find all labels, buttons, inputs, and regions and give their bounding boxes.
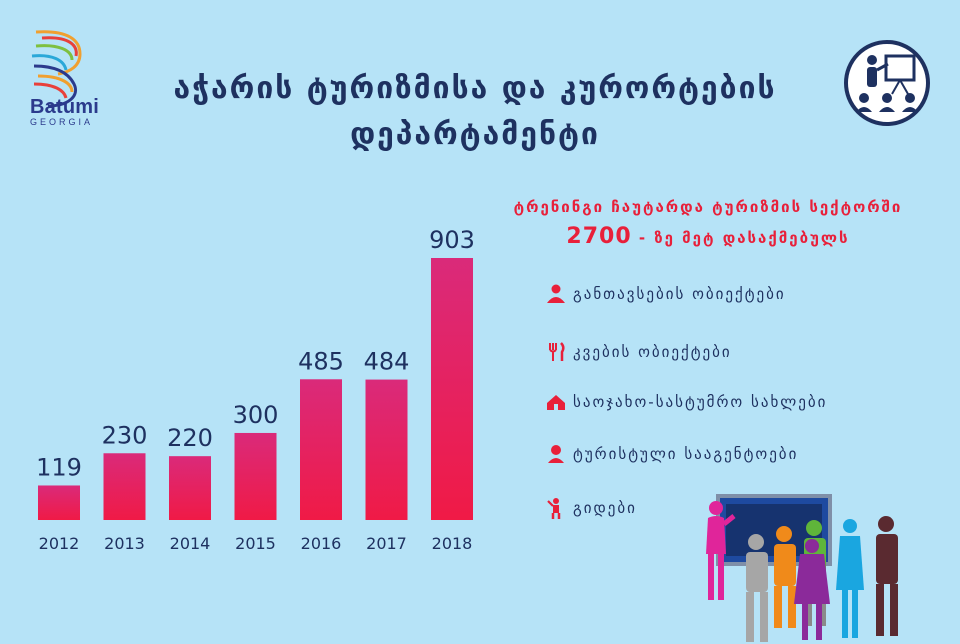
training-count: 2700 [566,224,632,249]
guide-icon [547,498,561,519]
list-item: გიდები [545,497,637,519]
x-tick-label: 2015 [235,534,276,553]
house-icon [547,395,565,410]
bar-value-label: 903 [429,226,475,254]
training-subheadline: 2700 - ზე მეტ დასაქმებულს [478,224,938,249]
presentation-people-illustration [706,494,898,642]
bar-2014 [169,456,211,520]
person-icon [547,284,565,303]
x-tick-label: 2013 [104,534,145,553]
bar-value-label: 230 [102,421,148,449]
x-tick-label: 2017 [366,534,407,553]
bar-2012 [38,485,80,520]
x-tick-label: 2016 [301,534,342,553]
category-label: საოჯახო-სასტუმრო სახლები [573,393,828,411]
category-label: განთავსების ობიექტები [573,285,786,303]
list-item: საოჯახო-სასტუმრო სახლები [545,391,827,413]
user-pin-icon [548,445,564,463]
category-label: გიდები [573,499,637,517]
training-headline: ტრენინგი ჩაუტარდა ტურიზმის სექტორში [513,198,903,216]
page-title: აჭარის ტურიზმისა და კურორტების დეპარტამე… [120,66,830,158]
bar-2013 [103,453,146,520]
bar-value-label: 485 [298,347,344,375]
list-item: კვების ობიექტები [545,341,732,363]
batumi-logo [31,30,82,108]
list-item: განთავსების ობიექტები [545,283,786,305]
bar-value-label: 220 [167,424,213,452]
bar-2016 [300,379,342,520]
bar-2017 [365,379,408,520]
x-tick-label: 2014 [170,534,211,553]
bar-2018 [431,258,473,520]
category-label: ტურისტული სააგენტოები [573,445,799,463]
bar-value-label: 300 [233,401,279,429]
logo-subtitle: GEORGIA [30,117,94,127]
logo-name: Batumi [30,96,99,118]
x-tick-label: 2018 [432,534,473,553]
presentation-emblem-icon [844,40,930,126]
training-count-suffix: - ზე მეტ დასაქმებულს [631,229,850,247]
title-line-2: დეპარტამენტი [350,117,600,152]
bar-value-label: 119 [36,453,82,481]
bar-2015 [234,432,277,520]
title-line-1: აჭარის ტურიზმისა და კურორტების [173,71,777,106]
logo-text: Batumi GEORGIA [30,96,99,127]
bar-value-label: 484 [364,348,410,376]
fork-knife-icon [549,342,565,361]
list-item: ტურისტული სააგენტოები [545,443,798,465]
x-tick-label: 2012 [39,534,80,553]
category-label: კვების ობიექტები [573,343,732,361]
